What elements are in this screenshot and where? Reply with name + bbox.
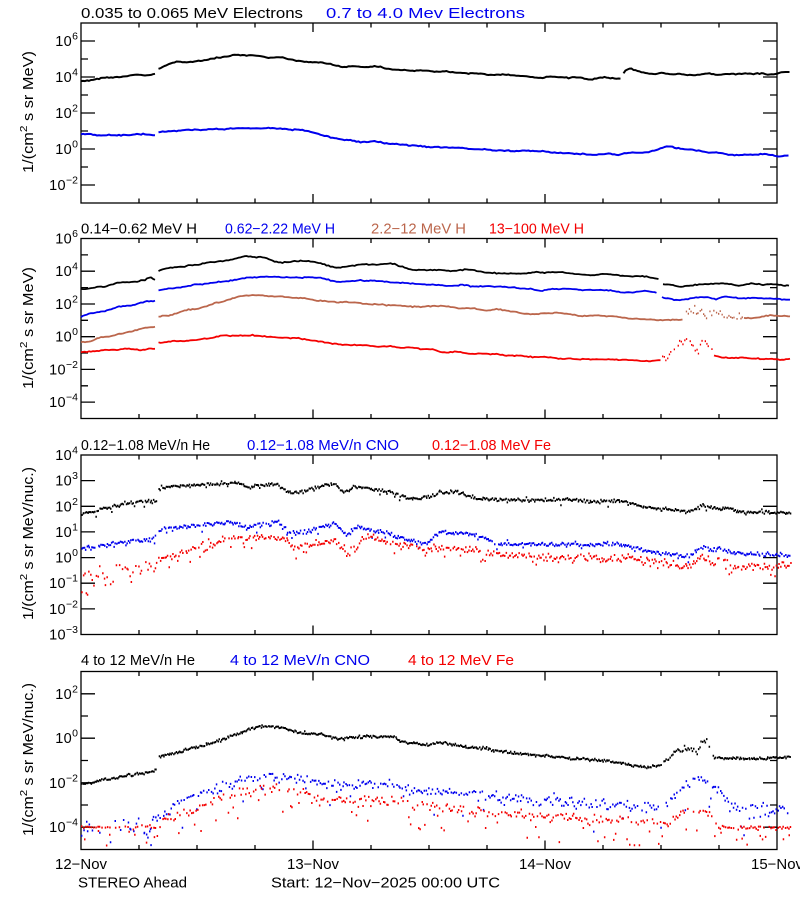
svg-text:0.12−1.08 MeV/n He: 0.12−1.08 MeV/n He <box>81 438 210 454</box>
svg-text:13−Nov: 13−Nov <box>287 857 340 873</box>
svg-text:2.2−12 MeV H: 2.2−12 MeV H <box>371 222 466 238</box>
svg-text:4 to 12 MeV/n CNO: 4 to 12 MeV/n CNO <box>230 653 370 669</box>
svg-text:1/(cm2 s sr MeV): 1/(cm2 s sr MeV) <box>18 51 37 173</box>
svg-text:0.12−1.08 MeV Fe: 0.12−1.08 MeV Fe <box>432 438 551 454</box>
svg-text:0.14−0.62 MeV H: 0.14−0.62 MeV H <box>81 222 197 238</box>
svg-text:1/(cm2 s sr MeV/nuc.): 1/(cm2 s sr MeV/nuc.) <box>18 467 37 620</box>
svg-text:0.62−2.22 MeV H: 0.62−2.22 MeV H <box>225 222 335 238</box>
svg-text:1/(cm2 s sr MeV/nuc.): 1/(cm2 s sr MeV/nuc.) <box>18 683 37 836</box>
svg-text:12−Nov: 12−Nov <box>55 857 108 873</box>
svg-text:1/(cm2 s sr MeV): 1/(cm2 s sr MeV) <box>18 267 37 389</box>
svg-text:4 to 12 MeV/n He: 4 to 12 MeV/n He <box>81 653 195 669</box>
svg-text:0.12−1.08 MeV/n CNO: 0.12−1.08 MeV/n CNO <box>247 438 399 454</box>
svg-text:0.035 to 0.065 MeV Electrons: 0.035 to 0.065 MeV Electrons <box>81 6 303 22</box>
svg-text:13−100 MeV H: 13−100 MeV H <box>489 222 584 238</box>
svg-text:0.7 to 4.0 Mev Electrons: 0.7 to 4.0 Mev Electrons <box>326 6 525 22</box>
svg-text:15−Nov: 15−Nov <box>751 857 800 873</box>
svg-text:STEREO Ahead: STEREO Ahead <box>78 876 187 892</box>
svg-text:14−Nov: 14−Nov <box>519 857 572 873</box>
svg-text:4 to 12 MeV Fe: 4 to 12 MeV Fe <box>408 653 514 669</box>
svg-text:Start: 12−Nov−2025 00:00 UTC: Start: 12−Nov−2025 00:00 UTC <box>271 876 500 892</box>
